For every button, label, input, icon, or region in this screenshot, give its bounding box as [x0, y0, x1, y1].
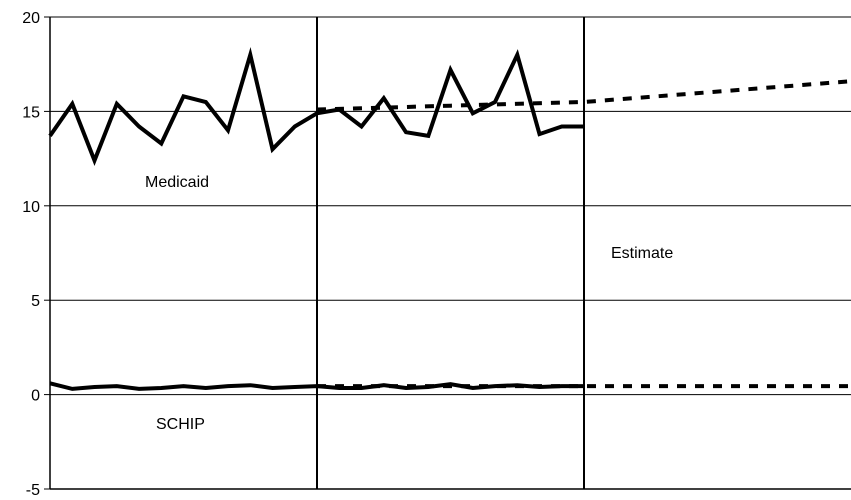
series-line-medicaid-projection — [316, 79, 851, 112]
series-lines — [48, 46, 851, 391]
annotation-medicaid: Medicaid — [145, 174, 209, 191]
y-tick-label: 15 — [22, 104, 40, 121]
annotation-estimate: Estimate — [611, 245, 673, 262]
y-tick-label: 5 — [31, 293, 40, 310]
vertical-dividers — [316, 17, 585, 489]
y-tick-label: 10 — [22, 199, 40, 216]
y-tick-label: 0 — [31, 388, 40, 405]
y-tick-label: -5 — [26, 482, 40, 499]
gridlines — [44, 16, 851, 490]
y-tick-label: 20 — [22, 10, 40, 27]
series-line-medicaid-actual — [48, 46, 584, 166]
y-tick-labels: -5 0 5 10 15 20 — [22, 10, 40, 499]
axes — [49, 17, 851, 490]
annotation-schip: SCHIP — [156, 416, 205, 433]
annotations: Medicaid SCHIP Estimate — [145, 174, 673, 433]
